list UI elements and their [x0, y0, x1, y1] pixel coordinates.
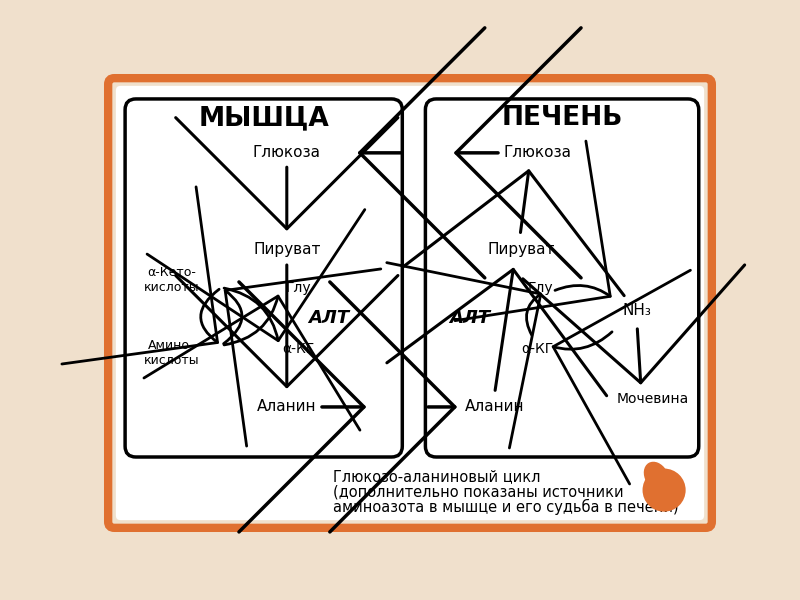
Text: аминоазота в мышце и его судьба в печени): аминоазота в мышце и его судьба в печени… [333, 499, 678, 515]
Text: Глу: Глу [286, 281, 311, 295]
Text: АЛТ: АЛТ [450, 310, 490, 328]
Text: Амино-
кислоты: Амино- кислоты [143, 339, 199, 367]
Text: α-Кето-
кислоты: α-Кето- кислоты [143, 266, 199, 294]
Text: Аланин: Аланин [257, 400, 317, 415]
FancyBboxPatch shape [125, 99, 402, 457]
FancyBboxPatch shape [116, 86, 704, 520]
Circle shape [642, 469, 686, 512]
Text: Аланин: Аланин [465, 400, 525, 415]
Text: Пируват: Пируват [253, 242, 321, 257]
Text: Глюкозо-аланиновый цикл: Глюкозо-аланиновый цикл [333, 469, 541, 484]
Text: МЫШЦА: МЫШЦА [198, 105, 329, 131]
Text: АЛТ: АЛТ [309, 310, 350, 328]
Text: ПЕЧЕНЬ: ПЕЧЕНЬ [502, 105, 623, 131]
Text: (дополнительно показаны источники: (дополнительно показаны источники [333, 484, 624, 499]
Text: NH₃: NH₃ [622, 303, 651, 318]
Text: Глу: Глу [528, 281, 554, 295]
Text: Глюкоза: Глюкоза [503, 145, 571, 160]
Ellipse shape [644, 462, 669, 491]
Text: α-КГ: α-КГ [521, 342, 553, 356]
FancyBboxPatch shape [426, 99, 698, 457]
Text: Пируват: Пируват [488, 242, 555, 257]
Text: α-КГ: α-КГ [282, 342, 314, 356]
FancyBboxPatch shape [108, 78, 712, 528]
Text: Глюкоза: Глюкоза [253, 145, 321, 160]
Text: Мочевина: Мочевина [617, 392, 689, 406]
